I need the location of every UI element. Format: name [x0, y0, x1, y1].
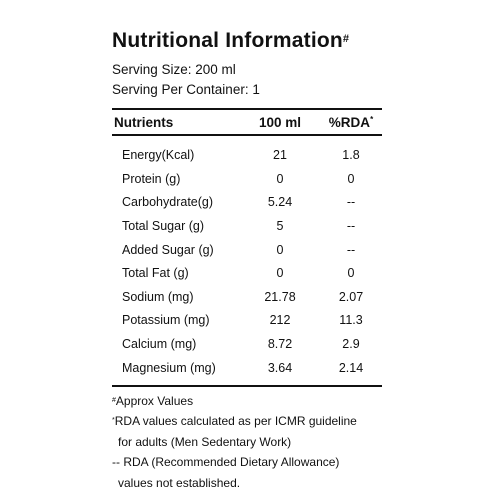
nutrient-name: Sodium (mg)	[122, 289, 194, 304]
header-per-100ml: 100 ml	[258, 114, 302, 130]
rda-value: 1.8	[342, 148, 360, 163]
table-row: Added Sugar (g) 0 --	[112, 238, 382, 262]
footnote-dash-line1: -- RDA (Recommended Dietary Allowance)	[112, 455, 340, 470]
table-header: Nutrients 100 ml %RDA*	[112, 110, 382, 134]
footnote-rda-text: RDA values calculated as per ICMR guidel…	[114, 414, 357, 429]
servings-per-container: Serving Per Container: 1	[112, 82, 260, 97]
rda-value: 0	[347, 266, 355, 281]
per-100ml-value: 212	[269, 313, 291, 328]
nutrient-name: Potassium (mg)	[122, 313, 210, 328]
table-row: Total Sugar (g) 5 --	[112, 214, 382, 238]
footnote-approx: #Approx Values	[112, 391, 382, 412]
nutrient-name: Calcium (mg)	[122, 337, 197, 352]
nutrient-name: Total Sugar (g)	[122, 219, 204, 234]
nutrient-name: Protein (g)	[122, 171, 181, 186]
footnote-approx-mark: #	[112, 396, 116, 404]
rda-value: 2.07	[338, 289, 364, 304]
nutrient-name: Energy(Kcal)	[122, 148, 195, 163]
per-100ml-value: 5.24	[267, 195, 293, 210]
table-bottom-rule	[112, 385, 382, 387]
footnotes: #Approx Values *RDA values calculated as…	[112, 391, 382, 494]
rda-value: --	[346, 242, 356, 257]
per-100ml-value: 5	[276, 219, 284, 234]
rda-value: --	[346, 219, 356, 234]
header-top-rule	[112, 108, 382, 110]
header-rda-mark: *	[370, 114, 374, 124]
nutrient-name: Carbohydrate(g)	[122, 195, 214, 210]
rda-value: 11.3	[339, 313, 363, 328]
table-row: Total Fat (g) 0 0	[112, 261, 382, 285]
rda-value: --	[346, 195, 356, 210]
rda-value: 2.14	[338, 360, 364, 375]
nutrient-name: Added Sugar (g)	[122, 242, 214, 257]
nutrient-name: Total Fat (g)	[122, 266, 189, 281]
table-row: Energy(Kcal) 21 1.8	[112, 144, 382, 168]
table-row: Sodium (mg) 21.78 2.07	[112, 285, 382, 309]
table-row: Magnesium (mg) 3.64 2.14	[112, 356, 382, 380]
footnote-approx-text: Approx Values	[115, 393, 194, 408]
per-100ml-value: 0	[276, 266, 284, 281]
rda-value: 2.9	[342, 337, 360, 352]
table-row: Protein (g) 0 0	[112, 167, 382, 191]
per-100ml-value: 21.78	[264, 289, 296, 304]
per-100ml-value: 0	[276, 171, 284, 186]
table-row: Potassium (mg) 212 11.3	[112, 309, 382, 333]
rda-value: 0	[347, 171, 355, 186]
header-nutrients: Nutrients	[114, 114, 174, 130]
panel-title: Nutritional Information#	[112, 28, 382, 54]
per-100ml-value: 8.72	[267, 337, 293, 352]
footnote-rda-line2: for adults (Men Sedentary Work)	[118, 434, 292, 449]
footnote-rda-line1: *RDA values calculated as per ICMR guide…	[112, 411, 382, 432]
table-row: Calcium (mg) 8.72 2.9	[112, 332, 382, 356]
nutrient-name: Magnesium (mg)	[122, 360, 216, 375]
header-bottom-rule	[112, 134, 382, 136]
title-text: Nutritional Information	[112, 29, 343, 52]
header-rda: %RDA*	[320, 115, 382, 130]
table-body: Energy(Kcal) 21 1.8 Protein (g) 0 0 Carbohydra…	[112, 136, 382, 380]
per-100ml-value: 3.64	[267, 360, 293, 375]
header-rda-text: %RDA	[328, 114, 371, 130]
serving-size: Serving Size: 200 ml	[112, 62, 236, 77]
title-footnote-mark: #	[342, 33, 350, 45]
nutrition-panel: Nutritional Information# Serving Size: 2…	[112, 28, 382, 493]
per-100ml-value: 0	[276, 242, 284, 257]
footnote-dash-line2: values not established.	[118, 475, 241, 490]
per-100ml-value: 21	[273, 148, 287, 163]
table-row: Carbohydrate(g) 5.24 --	[112, 191, 382, 215]
footnote-rda-mark: *	[112, 417, 115, 425]
